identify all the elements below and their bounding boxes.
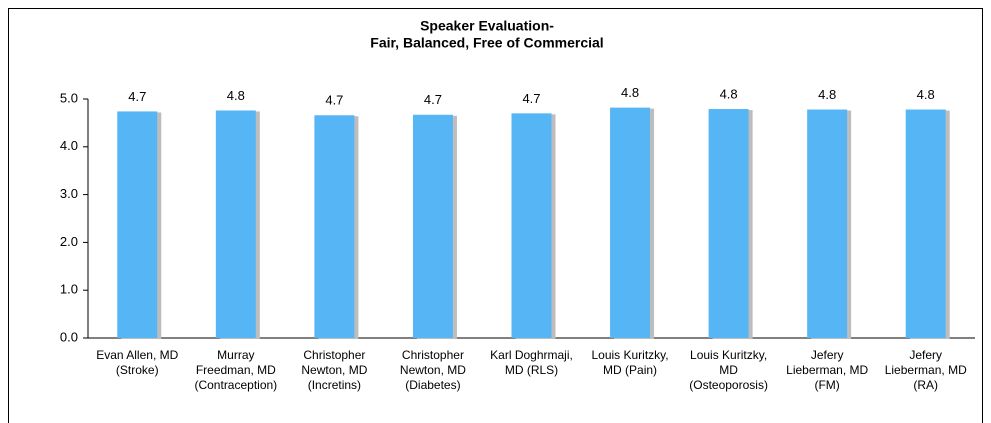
value-label: 4.7 — [325, 93, 343, 108]
value-label: 4.8 — [621, 85, 639, 100]
value-label: 4.8 — [720, 86, 738, 101]
x-tick-label: Louis Kuritzky, MD (Pain) — [591, 348, 669, 377]
y-tick-label: 0.0 — [60, 329, 78, 344]
y-tick-label: 1.0 — [60, 282, 78, 297]
x-tick-label: Karl Doghrmaji, MD (RLS) — [490, 348, 573, 377]
y-tick-label: 5.0 — [60, 90, 78, 105]
x-tick-label: Jefery Lieberman, MD (FM) — [786, 348, 869, 392]
bar — [807, 109, 848, 339]
chart-title: Speaker Evaluation- — [420, 18, 554, 34]
bar — [511, 113, 552, 338]
x-tick-label: Christopher Newton, MD (Diabetes) — [399, 348, 466, 392]
bar — [215, 110, 256, 338]
value-label: 4.8 — [818, 87, 836, 102]
x-tick-label: Murray Freedman, MD (Contraception) — [194, 348, 278, 392]
bar — [314, 115, 355, 338]
y-tick-label: 2.0 — [60, 234, 78, 249]
bar — [610, 107, 651, 338]
value-label: 4.7 — [522, 91, 540, 106]
bar — [412, 114, 453, 338]
value-label: 4.7 — [128, 89, 146, 104]
chart-title: Fair, Balanced, Free of Commercial — [370, 35, 603, 51]
value-label: 4.7 — [424, 92, 442, 107]
x-tick-label: Louis Kuritzky, MD (Osteoporosis) — [689, 348, 768, 392]
x-tick-label: Evan Allen, MD (Stroke) — [96, 348, 179, 377]
frame — [8, 8, 983, 423]
bar — [117, 111, 158, 338]
y-tick-label: 3.0 — [60, 186, 78, 201]
x-tick-label: Christopher Newton, MD (Incretins) — [301, 348, 368, 392]
x-tick-label: Jefery Lieberman, MD (RA) — [884, 348, 967, 392]
value-label: 4.8 — [917, 87, 935, 102]
bar — [708, 109, 749, 339]
value-label: 4.8 — [227, 88, 245, 103]
y-tick-label: 4.0 — [60, 138, 78, 153]
bar — [905, 109, 946, 339]
